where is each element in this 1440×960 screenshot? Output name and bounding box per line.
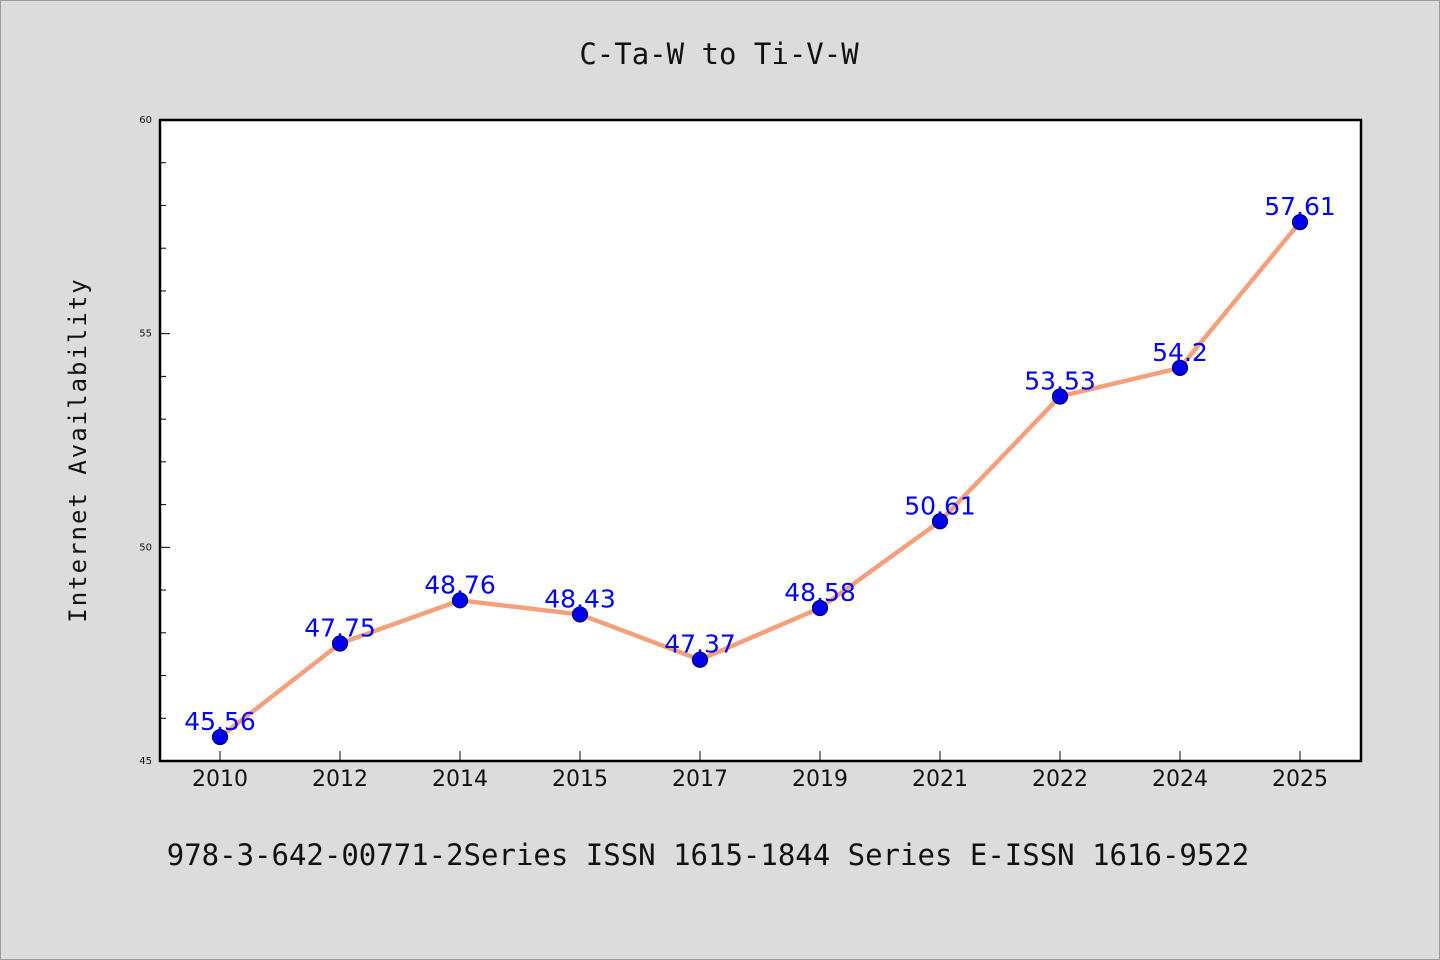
data-label: 47.37 [664,630,736,659]
chart-title: C-Ta-W to Ti-V-W [579,37,859,71]
y-tick-label: 45 [139,756,152,767]
data-point [931,513,949,530]
data-point [811,599,829,617]
data-point [211,728,229,746]
y-tick-label: 50 [139,542,152,553]
y-tick-label: 60 [139,115,152,126]
y-axis-label: Internet Availability [64,277,92,622]
data-labels: 45.56 47.75 48.76 48.43 47.37 48.58 50.61 53.53… [184,192,1336,736]
x-tick-label: 2025 [1272,767,1328,792]
data-label: 47.75 [304,613,376,642]
x-tick-label: 2015 [552,767,608,792]
series-line [217,219,1303,740]
x-tick-label: 2022 [1032,767,1088,792]
data-label: 57.61 [1264,192,1336,221]
data-point [571,606,589,623]
data-point [1291,214,1309,231]
data-point [331,635,349,652]
plot-area [160,120,1361,761]
axis-ticks: 45 50 55 60 2010 2012 2014 2015 2017 2019 2021 2022… [139,115,1328,792]
x-tick-label: 2019 [792,767,848,792]
data-series [211,214,1309,746]
x-tick-label: 2017 [672,767,728,792]
data-point [691,651,709,668]
y-tick-label: 55 [139,329,152,340]
x-tick-label: 2012 [312,767,368,792]
data-label: 45.56 [184,707,256,736]
data-label: 48.76 [424,570,496,599]
data-label: 54.2 [1152,338,1208,367]
data-label: 48.43 [544,584,616,613]
data-point [1051,388,1069,405]
data-label: 53.53 [1024,366,1096,395]
data-point [1171,359,1189,376]
plot-frame [158,118,1363,763]
data-label: 48.58 [784,578,856,607]
data-label: 50.61 [904,491,976,520]
data-point [451,592,469,609]
footer-text: 978-3-642-00771-2Series ISSN 1615-1844 S… [167,838,1250,872]
x-tick-label: 2021 [912,767,968,792]
x-tick-label: 2014 [432,767,488,792]
x-tick-label: 2010 [192,767,248,792]
x-tick-label: 2024 [1152,767,1208,792]
